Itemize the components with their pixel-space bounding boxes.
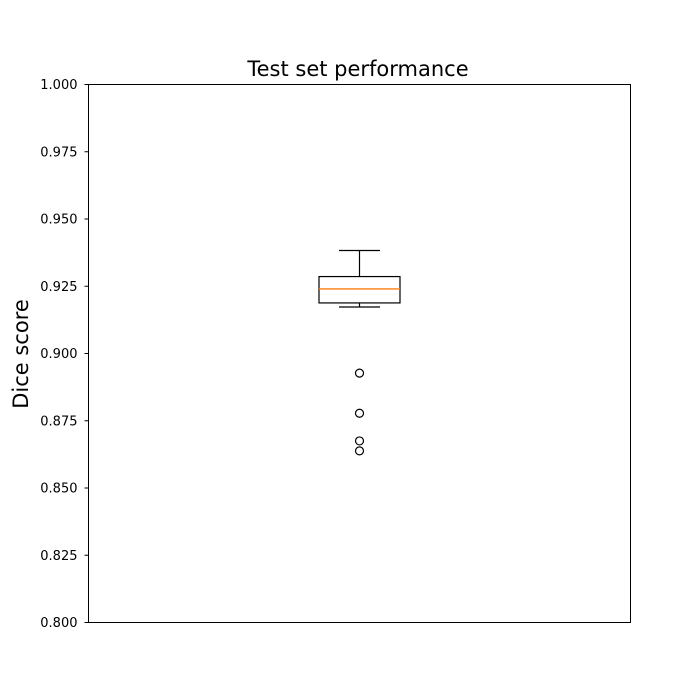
- y-tick-label: 0.850: [40, 482, 77, 497]
- plot-area-frame: [88, 84, 631, 623]
- y-tick-label: 0.800: [40, 616, 77, 631]
- y-tick-label: 0.825: [40, 549, 77, 564]
- y-tick-label: 0.950: [40, 213, 77, 228]
- y-axis-ticks: 0.800 0.825 0.850 0.875 0.900 0.925 0.950 0.975…: [40, 78, 89, 631]
- box-plot: [318, 249, 401, 456]
- outlier-point: [354, 436, 365, 446]
- y-axis-label: Dice score: [9, 299, 33, 409]
- iqr-box: [318, 275, 401, 304]
- outlier-point: [354, 446, 365, 456]
- chart-title: Test set performance: [246, 57, 468, 81]
- y-tick-label: 1.000: [40, 78, 77, 93]
- y-tick-label: 0.900: [40, 347, 77, 362]
- y-tick-label: 0.875: [40, 414, 77, 429]
- y-tick-label: 0.975: [40, 145, 77, 160]
- outlier-point: [354, 408, 365, 418]
- y-tick-label: 0.925: [40, 280, 77, 295]
- outlier-point: [354, 368, 365, 378]
